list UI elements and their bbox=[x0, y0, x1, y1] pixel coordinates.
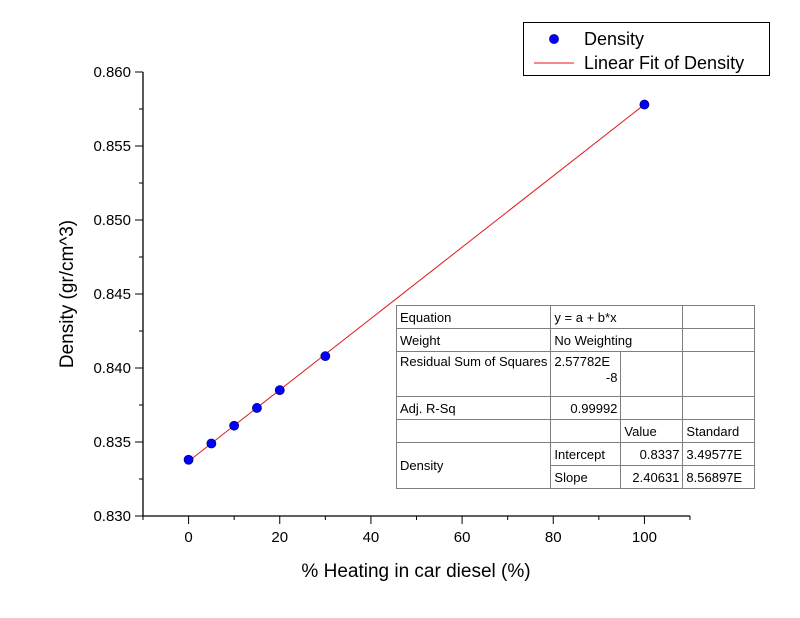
x-tick-label: 100 bbox=[632, 529, 657, 546]
empty-cell bbox=[395, 419, 552, 443]
x-tick-label: 60 bbox=[454, 529, 471, 546]
fit-statistics-table: Equation y = a + b*x Weight No Weighting… bbox=[395, 305, 756, 489]
y-tick-label: 0.835 bbox=[93, 434, 131, 451]
residual-value: 2.57782E -8 bbox=[550, 351, 622, 397]
table-row: Equation y = a + b*x bbox=[395, 305, 756, 329]
data-point bbox=[320, 351, 331, 362]
empty-cell bbox=[682, 328, 756, 352]
slope-label: Slope bbox=[550, 465, 622, 489]
y-tick-label: 0.840 bbox=[93, 360, 131, 377]
standard-header: Standard bbox=[682, 419, 756, 443]
y-tick-label: 0.860 bbox=[93, 64, 131, 81]
table-row: Density Intercept 0.8337 3.49577E bbox=[395, 442, 756, 489]
adj-rsq-value: 0.99992 bbox=[550, 396, 622, 420]
y-tick-label: 0.855 bbox=[93, 138, 131, 155]
equation-value: y = a + b*x bbox=[550, 305, 684, 329]
weight-label: Weight bbox=[395, 328, 552, 352]
intercept-value: 0.8337 bbox=[620, 442, 684, 466]
linear-fit-line bbox=[188, 104, 645, 462]
y-tick-label: 0.830 bbox=[93, 508, 131, 525]
empty-cell bbox=[682, 396, 756, 420]
y-ticks: 0.830 0.835 0.840 0.845 0.850 0.855 0.860 bbox=[93, 64, 143, 525]
x-tick-label: 80 bbox=[545, 529, 562, 546]
slope-value: 2.40631 bbox=[620, 465, 684, 489]
table-row: Weight No Weighting bbox=[395, 328, 756, 352]
legend-item-linear-fit: Linear Fit of Density bbox=[524, 51, 769, 75]
x-tick-label: 0 bbox=[184, 529, 192, 546]
legend-label: Linear Fit of Density bbox=[584, 53, 745, 73]
y-tick-label: 0.845 bbox=[93, 286, 131, 303]
empty-cell bbox=[682, 305, 756, 329]
y-axis-label: Density (gr/cm^3) bbox=[57, 220, 78, 368]
scatter-marker-icon bbox=[549, 34, 559, 44]
intercept-std: 3.49577E bbox=[682, 442, 756, 466]
table-row: Residual Sum of Squares 2.57782E -8 bbox=[395, 351, 756, 397]
data-point bbox=[639, 99, 650, 110]
empty-cell bbox=[620, 396, 684, 420]
data-point bbox=[252, 403, 262, 413]
legend-label: Density bbox=[584, 29, 645, 49]
series-layer bbox=[183, 99, 650, 465]
x-ticks: 0 20 40 60 80 100 bbox=[142, 516, 691, 546]
weight-value: No Weighting bbox=[550, 328, 684, 352]
empty-cell bbox=[620, 351, 684, 397]
table-row: Value Standard bbox=[395, 419, 756, 443]
data-point bbox=[274, 385, 285, 396]
y-tick-label: 0.850 bbox=[93, 212, 131, 229]
x-tick-label: 20 bbox=[271, 529, 288, 546]
table-row: Adj. R-Sq 0.99992 bbox=[395, 396, 756, 420]
legend: Density Linear Fit of Density bbox=[523, 22, 770, 76]
fit-line-icon bbox=[534, 62, 574, 64]
empty-cell bbox=[550, 419, 622, 443]
intercept-label: Intercept bbox=[550, 442, 622, 466]
slope-std: 8.56897E bbox=[682, 465, 756, 489]
density-group-label: Density bbox=[395, 442, 552, 489]
x-axis-label: % Heating in car diesel (%) bbox=[301, 561, 530, 582]
adj-rsq-label: Adj. R-Sq bbox=[395, 396, 552, 420]
residual-label: Residual Sum of Squares bbox=[395, 351, 552, 397]
value-header: Value bbox=[620, 419, 684, 443]
empty-cell bbox=[682, 351, 756, 397]
data-point bbox=[229, 420, 240, 431]
equation-label: Equation bbox=[395, 305, 552, 329]
x-tick-label: 40 bbox=[363, 529, 380, 546]
data-point bbox=[183, 454, 194, 465]
data-point bbox=[206, 438, 217, 449]
table-row: Slope 2.40631 8.56897E bbox=[397, 465, 756, 489]
legend-item-density: Density bbox=[524, 27, 769, 51]
